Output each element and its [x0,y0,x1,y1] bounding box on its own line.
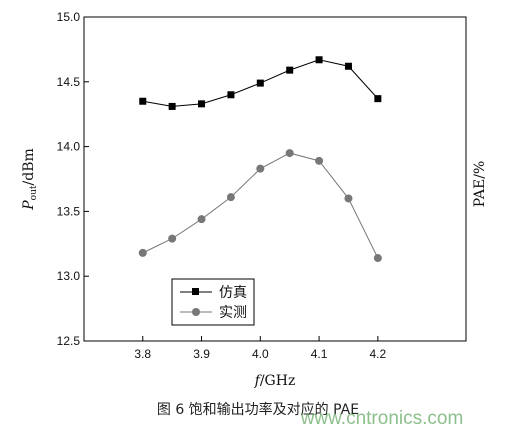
data-point-meas [256,164,265,173]
y-axis-title-left: Pout/dBm [21,148,39,211]
data-point-sim [315,56,323,64]
x-tick-label: 3.9 [193,347,210,361]
data-point-meas [344,194,353,203]
legend-label-sim: 仿真 [219,285,247,301]
y-tick-label: 13.0 [57,269,81,283]
data-point-sim [256,79,264,87]
legend: 仿真 实测 [171,278,255,326]
y-tick-label: 12.5 [57,334,81,348]
x-tick-label: 3.8 [134,347,151,361]
y-tick-label: 14.0 [57,140,81,154]
x-axis-title: f/GHz [254,373,296,389]
tick-group: 12.5 13.0 13.5 14.0 14.5 15.0 3.8 3.9 4.0 4.1 4.2 [57,10,387,361]
data-point-sim [374,95,382,103]
data-point-sim [227,91,235,99]
data-point-meas [226,193,235,202]
data-point-meas [138,248,147,257]
data-point-meas [373,254,382,263]
data-point-sim [286,66,294,74]
data-point-sim [198,100,206,108]
data-point-meas [197,215,206,224]
legend-marker-meas [192,308,200,316]
data-point-meas [315,156,324,165]
x-tick-label: 4.0 [252,347,269,361]
legend-marker-sim [192,288,199,295]
y-axis-title-right: PAE/% [472,161,488,207]
data-point-meas [168,234,177,243]
x-tick-label: 4.1 [311,347,328,361]
x-tick-label: 4.2 [370,347,387,361]
data-point-meas [285,149,294,158]
data-point-sim [168,102,176,110]
y-tick-label: 15.0 [57,10,81,24]
figure-caption: 图 6 饱和输出功率及对应的 PAE [157,401,359,418]
data-point-sim [139,97,147,105]
data-point-sim [344,62,352,70]
plot-frame [83,16,467,342]
series-lines [142,59,379,259]
watermark: www.cntronics.com [300,408,464,429]
legend-label-meas: 实测 [219,305,247,321]
y-tick-label: 13.5 [57,204,81,218]
series-marks [138,56,382,263]
legend-box [171,278,255,326]
y-tick-label: 14.5 [57,75,81,89]
